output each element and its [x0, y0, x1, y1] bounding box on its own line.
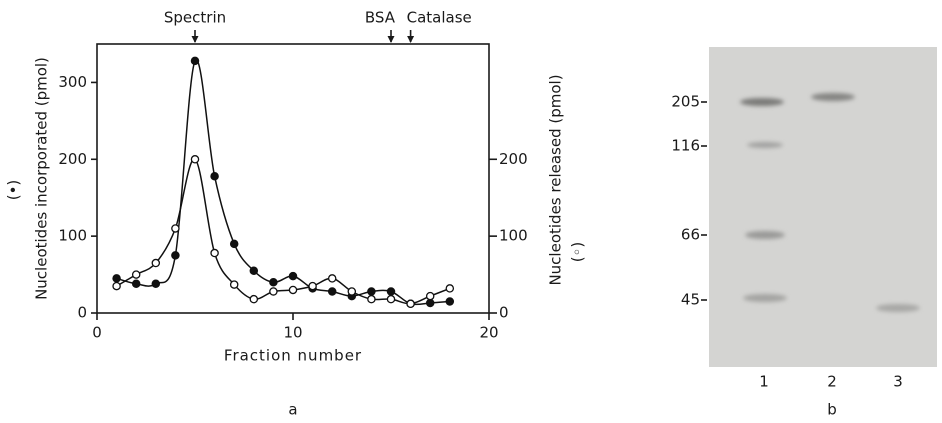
point: [427, 299, 434, 306]
marker-label: 116: [671, 137, 700, 155]
point: [348, 288, 355, 295]
point: [113, 283, 120, 290]
point: [387, 288, 394, 295]
point: [270, 279, 277, 286]
panel-label: b: [827, 401, 837, 419]
point: [329, 275, 336, 282]
annotation: BSA: [365, 9, 396, 27]
point: [407, 300, 414, 307]
point: [191, 57, 198, 64]
point: [329, 288, 336, 295]
point: [250, 267, 257, 274]
panel-label: a: [288, 401, 297, 419]
point: [231, 240, 238, 247]
marker-label: 45: [681, 291, 700, 309]
point: [133, 280, 140, 287]
page: {"chart_data": {"type": "line", "x": [1,…: [0, 0, 942, 423]
point: [152, 280, 159, 287]
point: [309, 283, 316, 290]
point: [211, 249, 218, 256]
band: [876, 304, 920, 312]
y-axis-symbol: (•): [5, 180, 23, 201]
x-axis-label: Fraction number: [224, 347, 362, 365]
y2-axis-symbol: (◦): [569, 242, 587, 263]
point: [368, 296, 375, 303]
marker-label: 205: [671, 93, 700, 111]
annotation: Catalase: [407, 9, 472, 27]
point: [368, 288, 375, 295]
marker-label: 66: [681, 226, 700, 244]
point: [211, 173, 218, 180]
lane-label: 1: [759, 373, 769, 391]
point: [152, 259, 159, 266]
point: [289, 286, 296, 293]
y2-tick-label: 100: [499, 227, 528, 245]
y2-tick-label: 0: [499, 304, 509, 322]
band: [743, 294, 787, 302]
annotation: Spectrin: [164, 9, 226, 27]
point: [250, 296, 257, 303]
figure: 0102001002003000100200Fraction numberNuc…: [0, 0, 942, 423]
arrow-head: [192, 36, 199, 43]
gel-panel: [709, 47, 937, 367]
band: [747, 142, 783, 148]
y-tick-label: 0: [77, 304, 87, 322]
y-tick-label: 100: [58, 227, 87, 245]
point: [427, 292, 434, 299]
point: [113, 275, 120, 282]
y2-axis-label: Nucleotides released (pmol): [547, 74, 565, 285]
y-tick-label: 200: [58, 150, 87, 168]
point: [191, 156, 198, 163]
lane-label: 3: [893, 373, 903, 391]
band: [740, 98, 784, 106]
series-line: [117, 159, 450, 304]
y-tick-label: 300: [58, 73, 87, 91]
point: [231, 281, 238, 288]
band: [811, 93, 855, 101]
arrow-head: [407, 36, 414, 43]
arrow-head: [388, 36, 395, 43]
series-line: [117, 60, 450, 305]
point: [133, 271, 140, 278]
band: [745, 231, 785, 239]
x-tick-label: 0: [92, 324, 102, 342]
point: [172, 225, 179, 232]
x-tick-label: 10: [283, 324, 302, 342]
point: [446, 298, 453, 305]
y-axis-label: Nucleotides incorporated (pmol): [33, 57, 51, 300]
x-tick-label: 20: [479, 324, 498, 342]
point: [446, 285, 453, 292]
lane-label: 2: [827, 373, 837, 391]
point: [270, 288, 277, 295]
y2-tick-label: 200: [499, 150, 528, 168]
point: [387, 296, 394, 303]
point: [289, 273, 296, 280]
point: [172, 252, 179, 259]
